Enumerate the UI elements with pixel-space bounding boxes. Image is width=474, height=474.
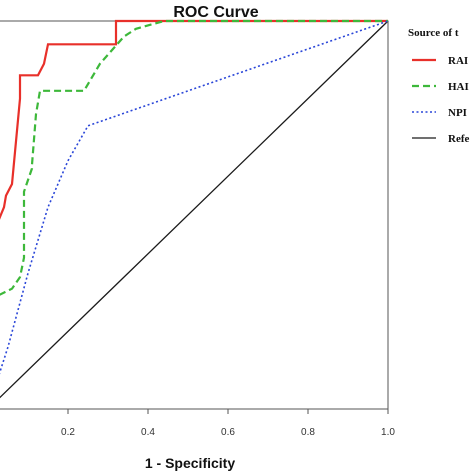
plot-area: 0.2 0.4 0.6 0.8 1.0 [0, 19, 395, 438]
x-tick-label: 0.8 [301, 427, 315, 438]
chart-title: ROC Curve [173, 4, 258, 21]
legend-title: Source of t [408, 27, 459, 39]
series-line-refe [0, 20, 389, 399]
legend-label-rai: RAI [448, 55, 468, 67]
legend-label-hai: HAI [448, 81, 469, 93]
x-tick-label: 0.2 [61, 427, 75, 438]
x-axis-label: 1 - Specificity [145, 455, 235, 471]
legend-label-refe: Refe [448, 133, 469, 145]
legend: RAI HAI NPI Refe [412, 55, 469, 145]
plot-frame [0, 20, 389, 410]
x-tick-label: 0.4 [141, 427, 155, 438]
x-tick-label: 1.0 [381, 427, 395, 438]
series-line-rai [0, 19, 388, 220]
x-tick-label: 0.6 [221, 427, 235, 438]
series-line-hai [0, 19, 388, 296]
legend-label-npi: NPI [448, 107, 467, 119]
series-line-npi [0, 20, 389, 375]
